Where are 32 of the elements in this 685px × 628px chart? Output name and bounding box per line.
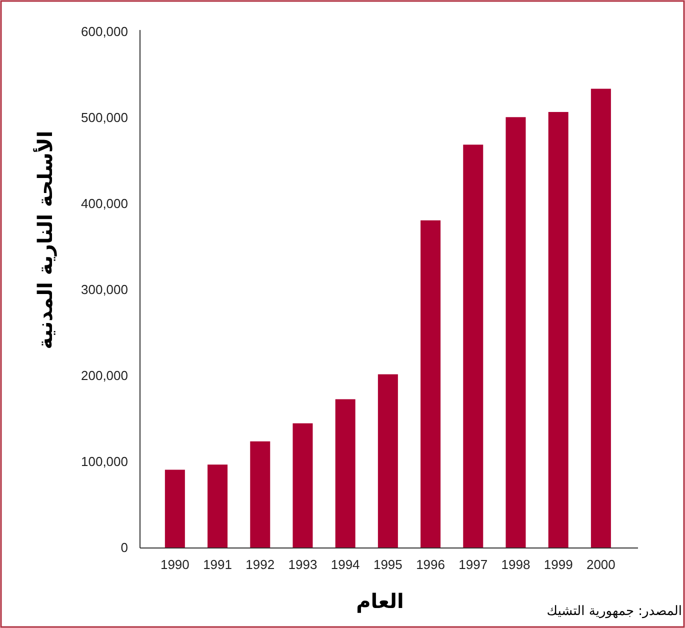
x-tick-label: 1999 xyxy=(544,557,573,572)
text: المصدر: جمهورية التشيك xyxy=(546,604,682,619)
bar xyxy=(548,112,568,548)
x-tick-label: 1996 xyxy=(416,557,445,572)
x-tick-label: 1991 xyxy=(203,557,232,572)
y-axis-title: الأسلحة النارية المدنية xyxy=(33,130,57,350)
x-tick-label: 1990 xyxy=(160,557,190,572)
bar xyxy=(378,374,398,548)
x-tick-label: 1995 xyxy=(373,557,402,572)
y-tick-label: 300,000 xyxy=(81,282,128,297)
x-tick-label: 1992 xyxy=(246,557,275,572)
x-tick-label: 1998 xyxy=(501,557,530,572)
x-tick-label: 1994 xyxy=(330,557,360,572)
x-tick-label: 1997 xyxy=(458,557,488,572)
y-tick-label: 0 xyxy=(120,540,128,555)
x-tick-label: 2000 xyxy=(586,557,616,572)
bar xyxy=(164,470,185,548)
bar xyxy=(463,144,484,548)
y-tick-label: 200,000 xyxy=(81,368,128,383)
y-tick-label: 600,000 xyxy=(81,24,128,39)
bar xyxy=(292,423,313,548)
bar xyxy=(420,220,441,548)
bar xyxy=(335,399,356,548)
bar xyxy=(208,464,228,548)
x-tick-label: 1993 xyxy=(288,557,318,572)
x-axis-title: العام xyxy=(356,589,404,613)
bar xyxy=(506,117,526,548)
bar xyxy=(250,441,270,548)
bar xyxy=(590,88,611,548)
y-tick-label: 100,000 xyxy=(81,454,128,469)
y-tick-label: 400,000 xyxy=(81,196,128,211)
y-tick-label: 500,000 xyxy=(81,110,128,125)
